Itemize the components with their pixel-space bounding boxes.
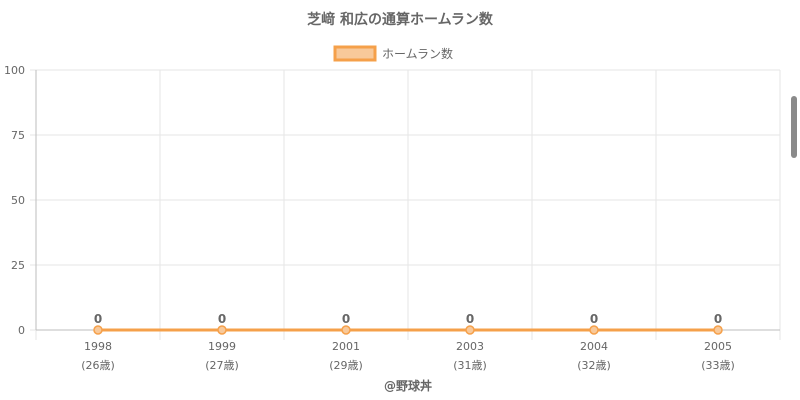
data-label: 0 [466,312,474,326]
data-point [217,325,227,335]
data-label: 0 [94,312,102,326]
x-tick-label: 1998 [84,340,112,353]
y-tick-label: 0 [18,324,25,337]
data-label: 0 [218,312,226,326]
watermark: @野球丼 [384,378,432,393]
y-axis: 0 25 50 75 100 [4,64,37,337]
x-tick-age-label: (33歳) [701,359,735,372]
y-tick-label: 50 [11,194,25,207]
chart-title: 芝﨑 和広の通算ホームラン数 [307,11,494,28]
data-label: 0 [590,312,598,326]
x-tick-age-label: (31歳) [453,359,487,372]
x-tick-label: 1999 [208,340,236,353]
series-home-runs [93,325,723,335]
legend-swatch [333,45,377,62]
y-tick-label: 75 [11,129,25,142]
y-tick-label: 100 [4,64,25,77]
data-labels: 0 0 0 0 0 0 [94,312,722,326]
data-point [341,325,351,335]
data-label: 0 [714,312,722,326]
x-tick-label: 2004 [580,340,608,353]
data-point [589,325,599,335]
data-point [465,325,475,335]
data-label: 0 [342,312,350,326]
x-tick-label: 2003 [456,340,484,353]
x-tick-age-label: (27歳) [205,359,239,372]
data-point [713,325,723,335]
data-point [93,325,103,335]
x-tick-age-label: (32歳) [577,359,611,372]
x-tick-age-label: (29歳) [329,359,363,372]
legend-label: ホームラン数 [382,46,453,61]
legend[interactable]: ホームラン数 [333,45,453,62]
x-tick-label: 2005 [704,340,732,353]
scrollbar-thumb[interactable] [791,96,797,158]
x-tick-age-label: (26歳) [81,359,115,372]
y-tick-label: 25 [11,259,25,272]
grid [30,69,781,340]
x-tick-label: 2001 [332,340,360,353]
